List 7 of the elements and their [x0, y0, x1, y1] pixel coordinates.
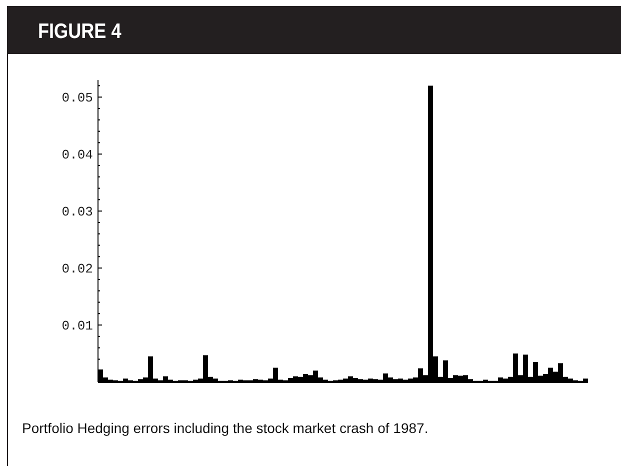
- y-tick-label: 0.01: [62, 318, 94, 334]
- y-tick-label: 0.03: [62, 204, 93, 220]
- y-tick-label: 0.05: [62, 90, 93, 106]
- y-tick-label: 0.04: [62, 148, 94, 163]
- chart-title: FIGURE 4: [38, 20, 122, 44]
- y-tick-label: 0.02: [62, 262, 93, 277]
- text: Portfolio Hedging errors including the stock market crash of 1987.: [22, 420, 428, 436]
